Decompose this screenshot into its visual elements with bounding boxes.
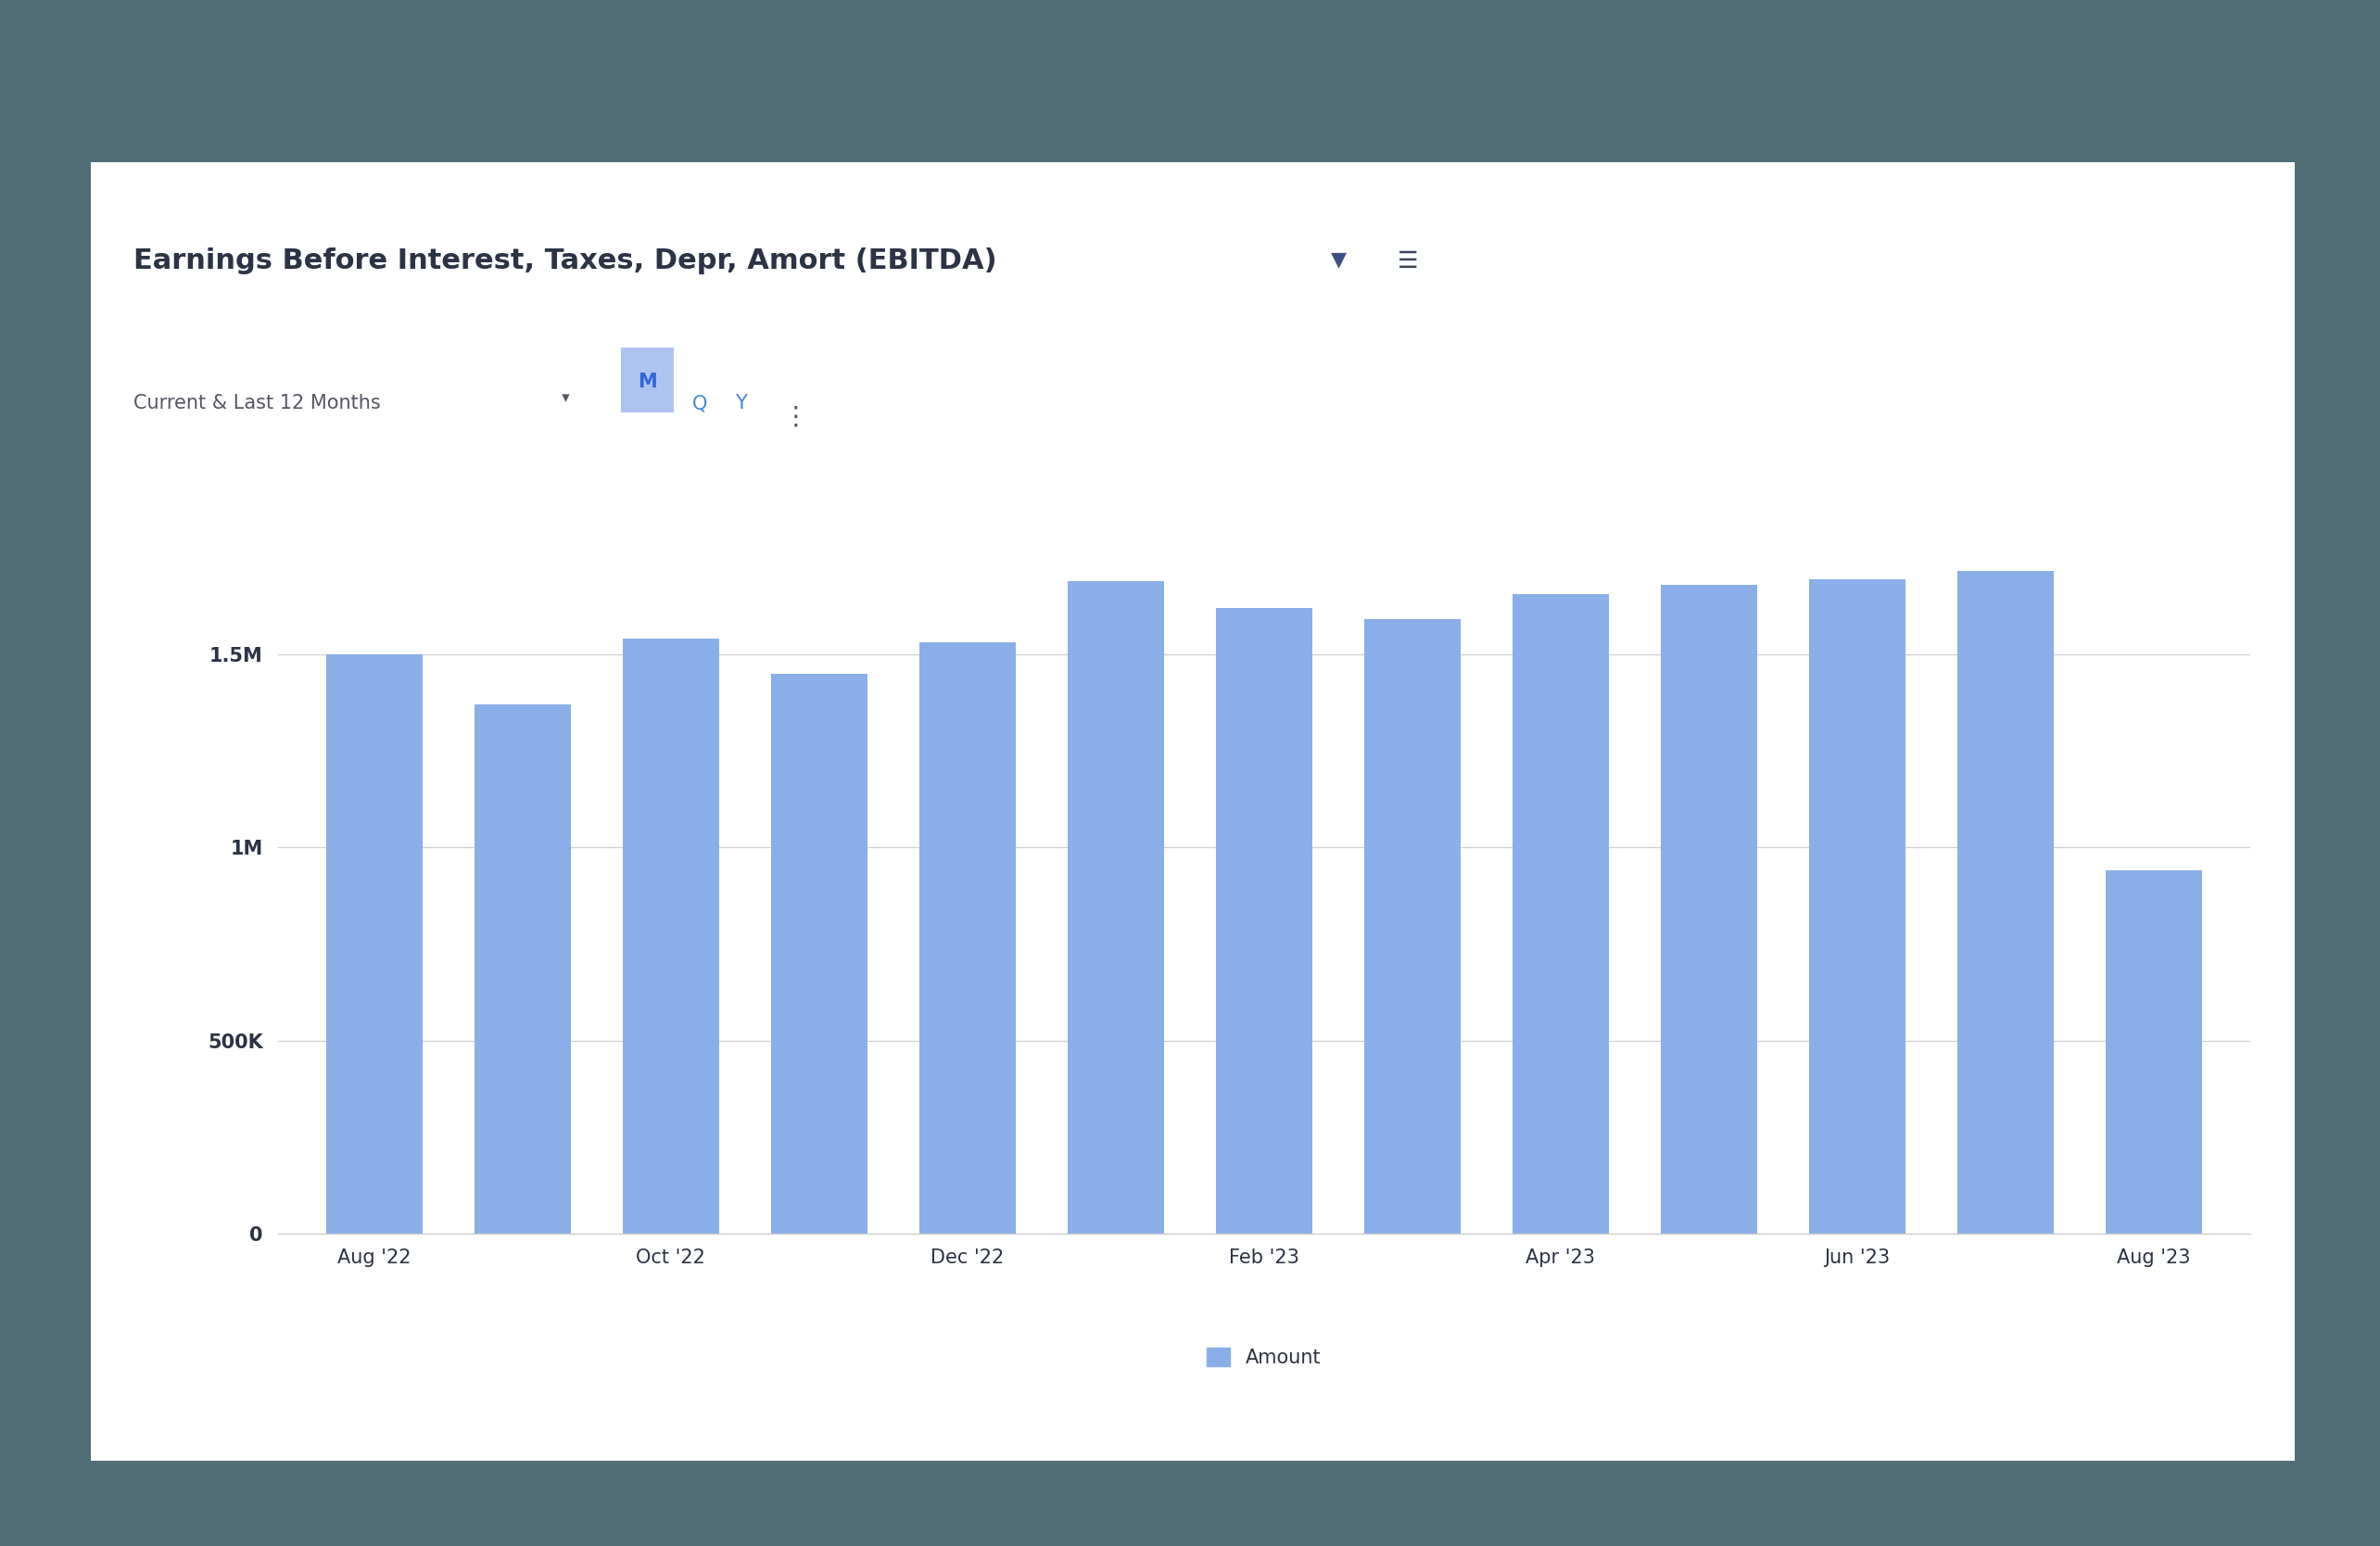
Text: ☰: ☰ (1397, 250, 1418, 272)
Text: ⋮: ⋮ (783, 404, 809, 430)
Bar (1809, 580, 1906, 1234)
Bar (1511, 595, 1609, 1234)
Bar (771, 674, 866, 1234)
Bar (2106, 870, 2202, 1234)
Bar (1956, 572, 2054, 1234)
Bar (474, 705, 571, 1234)
Bar (1069, 581, 1164, 1234)
Text: M: M (638, 373, 657, 391)
Text: Y: Y (735, 394, 747, 413)
Bar (919, 643, 1016, 1234)
Text: Earnings Before Interest, Taxes, Depr, Amort (EBITDA): Earnings Before Interest, Taxes, Depr, A… (133, 247, 997, 274)
Bar (624, 638, 719, 1234)
Text: ▾: ▾ (557, 390, 569, 407)
Text: Current & Last 12 Months: Current & Last 12 Months (133, 394, 381, 413)
Bar (326, 654, 421, 1234)
Bar (1661, 584, 1756, 1234)
Text: ▼: ▼ (1330, 250, 1347, 269)
Text: Q: Q (693, 394, 707, 413)
Bar (1364, 620, 1461, 1234)
Legend: Amount: Amount (1200, 1340, 1328, 1374)
Bar (1216, 608, 1311, 1234)
